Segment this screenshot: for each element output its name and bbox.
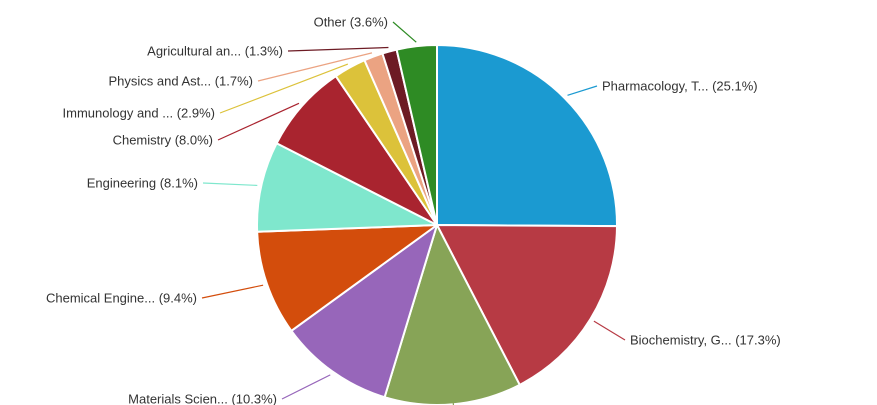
leader-line-chemistry — [217, 102, 300, 141]
leader-line-engineering — [202, 182, 258, 187]
pie-slice-other[interactable] — [395, 44, 438, 226]
leader-line-biochemistry — [593, 320, 626, 341]
slice-label-biochemistry: Biochemistry, G... (17.3%) — [630, 333, 781, 348]
pie-slice-chemical-engineering[interactable] — [256, 224, 438, 332]
leader-line-pharmacology — [567, 85, 598, 96]
pie-slice-engineering[interactable] — [256, 142, 438, 233]
leader-line-immunology — [219, 63, 349, 114]
leader-line-other — [392, 21, 417, 43]
slice-label-physics-astronomy: Physics and Ast... (1.7%) — [108, 74, 253, 89]
pie-slice-pharmacology[interactable] — [436, 44, 619, 228]
slice-label-chemical-engineering: Chemical Engine... (9.4%) — [46, 291, 197, 306]
slice-label-immunology: Immunology and ... (2.9%) — [63, 106, 215, 121]
slice-label-engineering: Engineering (8.1%) — [87, 176, 198, 191]
slice-label-other: Other (3.6%) — [314, 15, 388, 30]
pie-slice-biochemistry[interactable] — [436, 224, 618, 386]
leader-line-physics-astronomy — [257, 52, 373, 82]
leader-line-chemical-engineering — [201, 284, 264, 299]
slice-label-materials-science: Materials Scien... (10.3%) — [128, 392, 277, 405]
slice-label-pharmacology: Pharmacology, T... (25.1%) — [602, 79, 758, 94]
pie-slice-chemistry[interactable] — [275, 75, 438, 226]
slice-label-agricultural: Agricultural an... (1.3%) — [147, 44, 283, 59]
leader-line-materials-science — [281, 374, 331, 400]
leader-line-agricultural — [287, 46, 389, 52]
pie-slice-materials-science[interactable] — [290, 224, 438, 399]
slice-label-chemistry: Chemistry (8.0%) — [113, 133, 213, 148]
